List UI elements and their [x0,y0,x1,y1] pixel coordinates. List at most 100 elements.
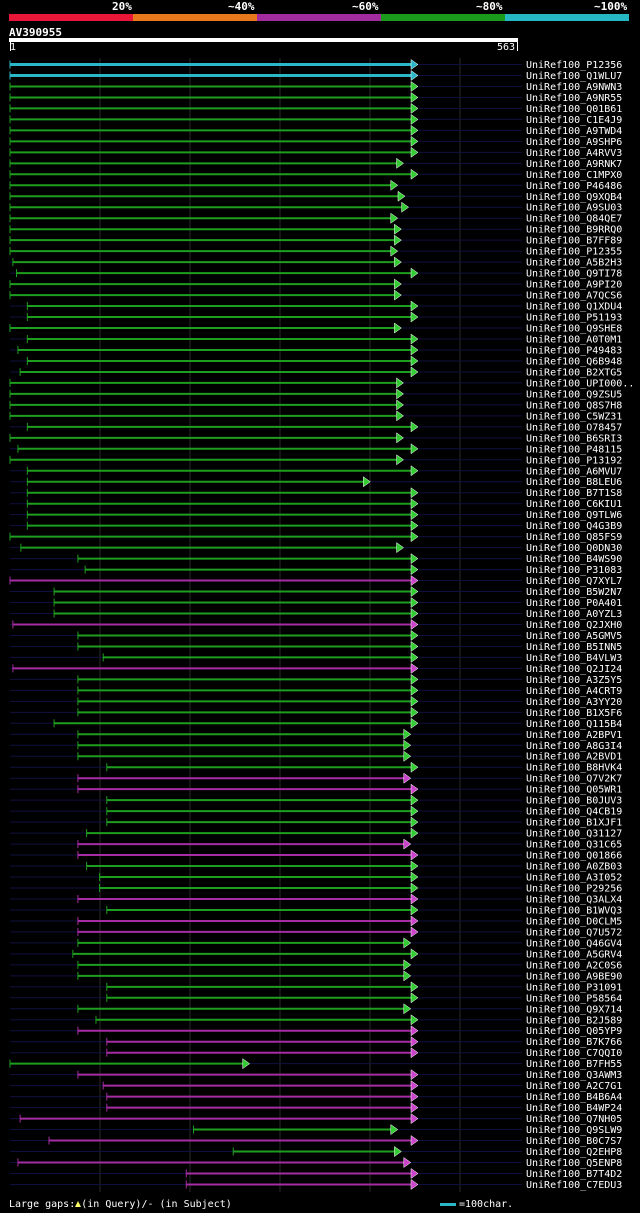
hit-label[interactable]: UniRef100_Q0DN30 [526,543,622,554]
hit-label[interactable]: UniRef100_A6MVU7 [526,466,622,477]
hit-label[interactable]: UniRef100_B8LEU6 [526,477,622,488]
hit-label[interactable]: UniRef100_P13192 [526,455,622,466]
hit-label[interactable]: UniRef100_B9RRQ0 [526,225,622,236]
hit-label[interactable]: UniRef100_A5GMV5 [526,631,622,642]
hit-label[interactable]: UniRef100_C5WZ31 [526,411,622,422]
hit-label[interactable]: UniRef100_B1X5F6 [526,708,622,719]
hit-label[interactable]: UniRef100_Q01866 [526,851,622,862]
hit-label[interactable]: UniRef100_Q4G3B9 [526,521,622,532]
hit-label[interactable]: UniRef100_Q01B61 [526,104,622,115]
hit-label[interactable]: UniRef100_B7T1S8 [526,488,622,499]
hit-label[interactable]: UniRef100_P51193 [526,313,622,324]
hit-label[interactable]: UniRef100_Q31127 [526,829,622,840]
hit-label[interactable]: UniRef100_A0T0M1 [526,335,622,346]
hit-label[interactable]: UniRef100_B4VLW3 [526,653,622,664]
hit-label[interactable]: UniRef100_P31091 [526,982,622,993]
hit-label[interactable]: UniRef100_B5INN5 [526,642,622,653]
hit-label[interactable]: UniRef100_A9SHP6 [526,137,622,148]
hit-label[interactable]: UniRef100_Q3AWM3 [526,1070,622,1081]
hit-label[interactable]: UniRef100_B7T4D2 [526,1169,622,1180]
hit-label[interactable]: UniRef100_A7QCS6 [526,291,622,302]
hit-label[interactable]: UniRef100_Q7U572 [526,927,622,938]
hit-label[interactable]: UniRef100_Q7NH05 [526,1114,622,1125]
hit-label[interactable]: UniRef100_Q9ZSU5 [526,389,622,400]
hit-label[interactable]: UniRef100_A5GRV4 [526,949,622,960]
hit-label[interactable]: UniRef100_B5W2N7 [526,587,622,598]
hit-label[interactable]: UniRef100_A9NR55 [526,93,622,104]
hit-label[interactable]: UniRef100_B7FF89 [526,236,622,247]
hit-label[interactable]: UniRef100_P31083 [526,565,622,576]
hit-label[interactable]: UniRef100_B6SRI3 [526,433,622,444]
hit-label[interactable]: UniRef100_A3I052 [526,873,622,884]
hit-label[interactable]: UniRef100_Q7XYL7 [526,576,622,587]
hit-label[interactable]: UniRef100_UPI000.. [526,378,634,389]
hit-label[interactable]: UniRef100_A5B2H3 [526,258,622,269]
hit-label[interactable]: UniRef100_B0C7S7 [526,1136,622,1147]
hit-label[interactable]: UniRef100_Q9X714 [526,1004,622,1015]
hit-label[interactable]: UniRef100_Q05WR1 [526,785,622,796]
hit-label[interactable]: UniRef100_B7FH55 [526,1059,622,1070]
hit-label[interactable]: UniRef100_Q46GV4 [526,938,622,949]
hit-label[interactable]: UniRef100_B8HVK4 [526,763,622,774]
hit-label[interactable]: UniRef100_P48115 [526,444,622,455]
hit-label[interactable]: UniRef100_Q5ENP8 [526,1158,622,1169]
hit-label[interactable]: UniRef100_P58564 [526,993,622,1004]
hit-label[interactable]: UniRef100_A9NWN3 [526,82,622,93]
hit-label[interactable]: UniRef100_Q9SHE8 [526,324,622,335]
hit-label[interactable]: UniRef100_Q2EHP8 [526,1147,622,1158]
hit-label[interactable]: UniRef100_A9SU03 [526,203,622,214]
hit-label[interactable]: UniRef100_Q6B948 [526,356,622,367]
hit-label[interactable]: UniRef100_B4WS90 [526,554,622,565]
hit-label[interactable]: UniRef100_O78457 [526,422,622,433]
hit-label[interactable]: UniRef100_Q9TLW6 [526,510,622,521]
hit-label[interactable]: UniRef100_A0YZL3 [526,609,622,620]
hit-label[interactable]: UniRef100_Q84QE7 [526,214,622,225]
hit-label[interactable]: UniRef100_A2C7G1 [526,1081,622,1092]
hit-label[interactable]: UniRef100_A0ZB03 [526,862,622,873]
hit-label[interactable]: UniRef100_Q85FS9 [526,532,622,543]
hit-label[interactable]: UniRef100_P0A401 [526,598,622,609]
hit-label[interactable]: UniRef100_Q2JXH0 [526,620,622,631]
hit-label[interactable]: UniRef100_C6KIU1 [526,499,622,510]
hit-label[interactable]: UniRef100_Q31C65 [526,840,622,851]
hit-label[interactable]: UniRef100_Q05YP9 [526,1026,622,1037]
hit-label[interactable]: UniRef100_B7K766 [526,1037,622,1048]
hit-label[interactable]: UniRef100_B1WVQ3 [526,905,622,916]
hit-label[interactable]: UniRef100_A3Z5Y5 [526,675,622,686]
hit-label[interactable]: UniRef100_A9RNK7 [526,159,622,170]
hit-label[interactable]: UniRef100_P49483 [526,345,622,356]
hit-label[interactable]: UniRef100_Q9SLW9 [526,1125,622,1136]
hit-label[interactable]: UniRef100_Q9TI78 [526,269,622,280]
hit-label[interactable]: UniRef100_Q4CB19 [526,807,622,818]
hit-label[interactable]: UniRef100_P46486 [526,181,622,192]
hit-label[interactable]: UniRef100_B2J589 [526,1015,622,1026]
hit-label[interactable]: UniRef100_B2XTG5 [526,367,622,378]
hit-label[interactable]: UniRef100_Q3ALX4 [526,894,622,905]
hit-label[interactable]: UniRef100_A8G3I4 [526,741,622,752]
hit-label[interactable]: UniRef100_Q1WLU7 [526,71,622,82]
hit-label[interactable]: UniRef100_A2BVD1 [526,752,622,763]
hit-label[interactable]: UniRef100_A2C0S6 [526,960,622,971]
hit-label[interactable]: UniRef100_A9PI20 [526,280,622,291]
hit-label[interactable]: UniRef100_C7EDU3 [526,1180,622,1191]
hit-label[interactable]: UniRef100_P12355 [526,247,622,258]
hit-label[interactable]: UniRef100_A2BPV1 [526,730,622,741]
hit-label[interactable]: UniRef100_C7QQI0 [526,1048,622,1059]
hit-label[interactable]: UniRef100_A4RVV3 [526,148,622,159]
hit-label[interactable]: UniRef100_B1XJF1 [526,818,622,829]
hit-label[interactable]: UniRef100_Q115B4 [526,719,622,730]
hit-label[interactable]: UniRef100_A3YY20 [526,697,622,708]
hit-label[interactable]: UniRef100_Q2JI24 [526,664,622,675]
hit-label[interactable]: UniRef100_B0JUV3 [526,796,622,807]
hit-label[interactable]: UniRef100_P12356 [526,60,622,71]
hit-label[interactable]: UniRef100_C1MPX0 [526,170,622,181]
hit-label[interactable]: UniRef100_B4B6A4 [526,1092,622,1103]
hit-label[interactable]: UniRef100_Q8S7H8 [526,400,622,411]
hit-label[interactable]: UniRef100_Q9XQB4 [526,192,622,203]
hit-label[interactable]: UniRef100_A4CRT9 [526,686,622,697]
hit-label[interactable]: UniRef100_B4WP24 [526,1103,622,1114]
hit-label[interactable]: UniRef100_P29256 [526,884,622,895]
hit-label[interactable]: UniRef100_A9BE90 [526,971,622,982]
hit-label[interactable]: UniRef100_D0CLM5 [526,916,622,927]
hit-label[interactable]: UniRef100_C1E4J9 [526,115,622,126]
